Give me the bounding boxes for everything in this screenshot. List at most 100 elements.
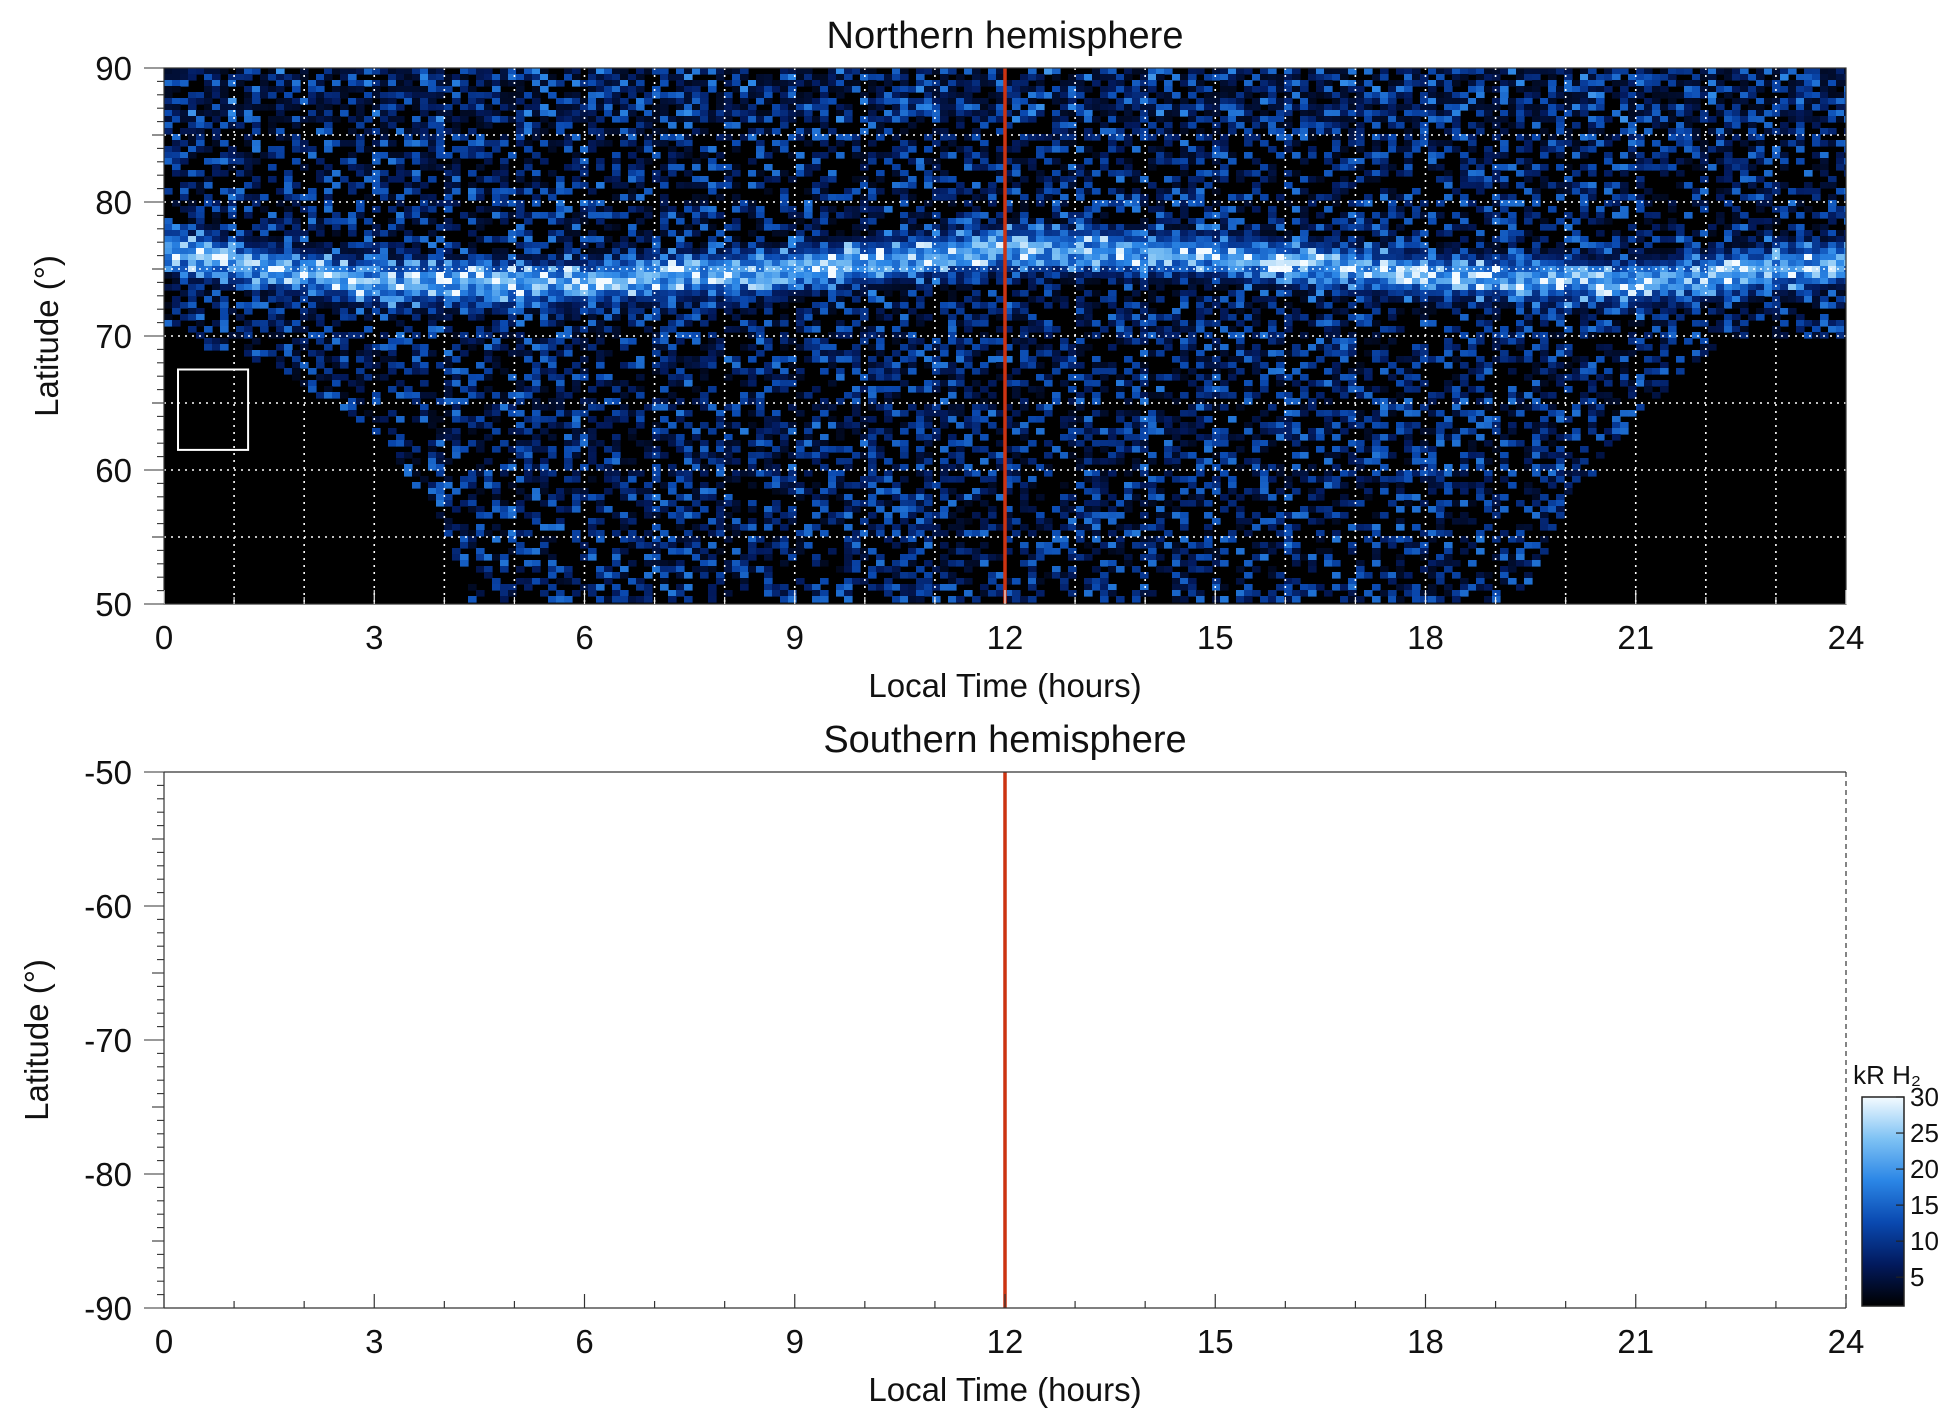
heatmap-cell [1812,92,1821,99]
heatmap-cell [628,254,637,261]
heatmap-cell [1572,254,1581,261]
heatmap-cell [1484,68,1493,75]
heatmap-cell [188,236,197,243]
heatmap-cell [620,68,629,75]
heatmap-cell [1092,206,1101,213]
heatmap-cell [588,68,597,75]
heatmap-cell [636,218,645,225]
heatmap-cell [252,224,261,231]
heatmap-cell [1316,92,1325,99]
heatmap-cell [1716,254,1725,261]
heatmap-cell [268,92,277,99]
heatmap-cell [1564,272,1573,279]
heatmap-cell [780,278,789,285]
heatmap-cell [1596,254,1605,261]
heatmap-cell [956,230,965,237]
heatmap-cell [420,278,429,285]
heatmap-cell [236,272,245,279]
heatmap-cell [1236,104,1245,111]
heatmap-cell [916,110,925,117]
heatmap-cell [1148,86,1157,93]
heatmap-cell [1588,170,1597,177]
heatmap-cell [1676,110,1685,117]
heatmap-cell [260,272,269,279]
heatmap-cell [1532,116,1541,123]
heatmap-cell [1260,272,1269,279]
heatmap-cell [1492,260,1501,267]
heatmap-cell [1380,194,1389,201]
heatmap-cell [1004,188,1013,195]
heatmap-cell [772,146,781,153]
heatmap-cell [1796,230,1805,237]
heatmap-cell [1364,170,1373,177]
heatmap-cell [892,146,901,153]
heatmap-cell [444,182,453,189]
heatmap-cell [940,80,949,87]
heatmap-cell [1492,194,1501,201]
heatmap-cell [1356,224,1365,231]
heatmap-cell [1756,200,1765,207]
heatmap-cell [1276,74,1285,81]
heatmap-cell [1756,272,1765,279]
heatmap-cell [1164,266,1173,273]
heatmap-cell [1196,242,1205,249]
heatmap-cell [652,260,661,267]
heatmap-cell [1052,68,1061,75]
heatmap-cell [1692,260,1701,267]
heatmap-cell [1116,260,1125,267]
heatmap-cell [636,128,645,135]
heatmap-cell [788,134,797,141]
heatmap-cell [692,164,701,171]
heatmap-cell [372,272,381,279]
heatmap-cell [724,110,733,117]
heatmap-cell [556,278,565,285]
heatmap-cell [1684,140,1693,147]
heatmap-cell [940,170,949,177]
heatmap-cell [500,92,509,99]
heatmap-cell [396,218,405,225]
heatmap-cell [876,128,885,135]
heatmap-cell [292,260,301,267]
heatmap-cell [1580,212,1589,219]
heatmap-cell [484,206,493,213]
heatmap-cell [1236,68,1245,75]
heatmap-cell [996,80,1005,87]
heatmap-cell [780,110,789,117]
heatmap-cell [780,266,789,273]
heatmap-cell [1588,122,1597,129]
heatmap-cell [1164,242,1173,249]
heatmap-cell [604,86,613,93]
heatmap-cell [716,230,725,237]
heatmap-cell [548,272,557,279]
heatmap-cell [1100,122,1109,129]
heatmap-cell [972,110,981,117]
heatmap-cell [1236,254,1245,261]
heatmap-cell [1068,272,1077,279]
heatmap-cell [1540,140,1549,147]
heatmap-cell [1076,164,1085,171]
heatmap-cell [1332,134,1341,141]
heatmap-cell [1036,242,1045,249]
heatmap-cell [636,206,645,213]
heatmap-cell [564,134,573,141]
heatmap-cell [1252,122,1261,129]
heatmap-cell [1524,158,1533,165]
heatmap-cell [1668,254,1677,261]
heatmap-cell [1244,248,1253,255]
heatmap-cell [428,146,437,153]
heatmap-cell [1028,236,1037,243]
heatmap-cell [716,68,725,75]
heatmap-cell [964,146,973,153]
heatmap-cell [844,206,853,213]
heatmap-cell [1516,68,1525,75]
heatmap-cell [1436,92,1445,99]
heatmap-cell [1252,254,1261,261]
heatmap-cell [780,242,789,249]
heatmap-cell [868,104,877,111]
heatmap-cell [1820,92,1829,99]
heatmap-cell [1108,188,1117,195]
heatmap-cell [388,116,397,123]
heatmap-cell [668,278,677,285]
heatmap-cell [868,182,877,189]
heatmap-cell [1772,110,1781,117]
